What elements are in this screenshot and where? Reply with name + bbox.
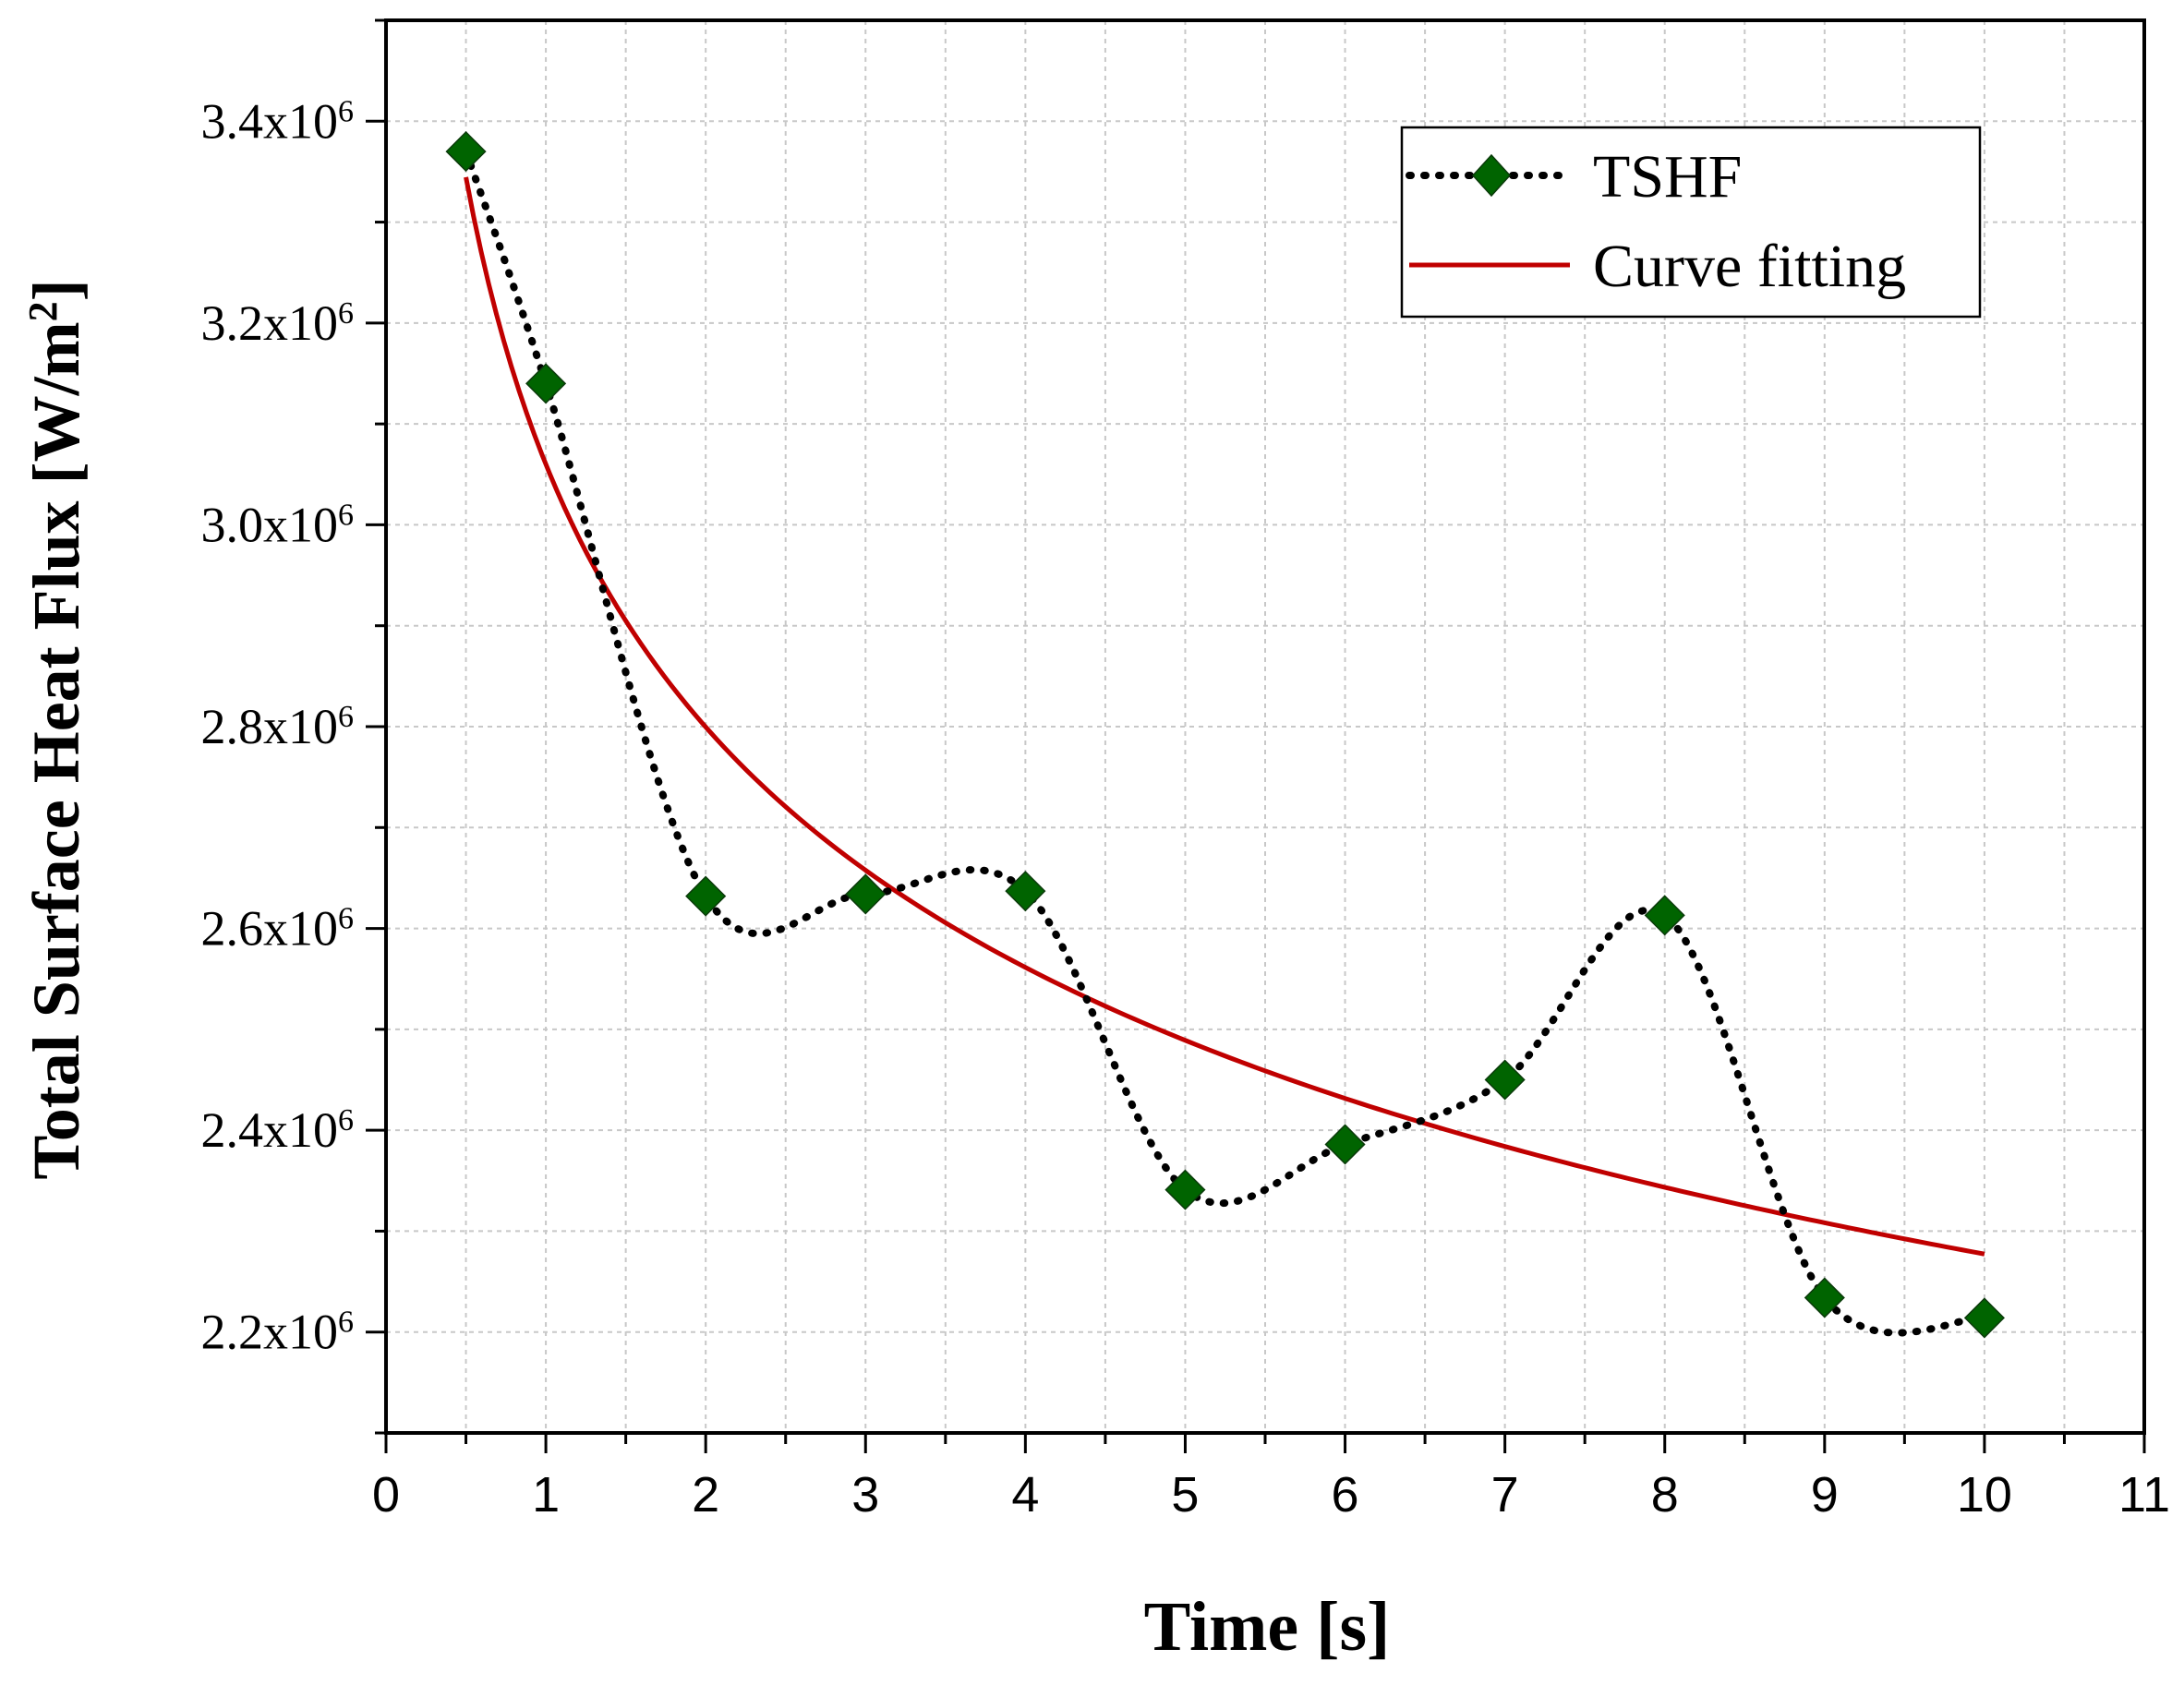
x-tick-label: 8 (1651, 1467, 1679, 1523)
tshf-data-point (1644, 895, 1685, 936)
y-axis-title-main: Total Surface Heat Flux [W/m (19, 321, 93, 1179)
y-tick-label: 2.6x106 (201, 901, 355, 957)
y-tick-mantissa: 3.4x10 (201, 93, 339, 149)
x-tick-label: 10 (1957, 1467, 2012, 1523)
y-tick-mantissa: 2.2x10 (201, 1305, 339, 1360)
y-tick-exponent: 6 (338, 1305, 354, 1339)
x-tick-label: 2 (692, 1467, 719, 1523)
legend-box (1400, 126, 1982, 319)
y-tick-exponent: 6 (338, 1103, 354, 1137)
y-tick-label: 2.4x106 (201, 1102, 355, 1158)
x-tick-label: 0 (372, 1467, 400, 1523)
y-axis-title: Total Surface Heat Flux [W/m2] (19, 279, 93, 1179)
tshf-data-point (1804, 1277, 1845, 1318)
y-tick-exponent: 6 (338, 295, 354, 330)
x-tick-label: 11 (2118, 1467, 2170, 1523)
y-tick-exponent: 6 (338, 498, 354, 532)
x-tick-label: 7 (1491, 1467, 1519, 1523)
y-axis-title-end: ] (19, 279, 93, 301)
tshf-data-point (1005, 871, 1046, 912)
tshf-data-point (845, 873, 887, 915)
y-tick-label: 3.2x106 (201, 295, 355, 351)
legend-tshf-label: TSHF (1593, 143, 1742, 211)
x-tick-label: 5 (1171, 1467, 1199, 1523)
y-tick-mantissa: 2.6x10 (201, 901, 339, 957)
x-tick-label: 6 (1332, 1467, 1359, 1523)
x-tick-label: 4 (1011, 1467, 1039, 1523)
tshf-data-point (1164, 1169, 1206, 1210)
tshf-data-point (445, 131, 487, 173)
tshf-data-point (1484, 1059, 1526, 1101)
x-tick-label: 9 (1811, 1467, 1839, 1523)
curve-fitting-series (464, 176, 1985, 1257)
tshf-data-point (685, 875, 727, 917)
y-tick-label: 3.0x106 (201, 497, 355, 552)
tshf-data-point (525, 363, 567, 404)
y-tick-label: 2.8x106 (201, 699, 355, 754)
x-tick-label: 1 (532, 1467, 560, 1523)
y-tick-exponent: 6 (338, 901, 354, 935)
legend-tshf-marker (1471, 153, 1512, 198)
y-tick-mantissa: 3.0x10 (201, 497, 339, 552)
tshf-data-point (1324, 1124, 1366, 1165)
tshf-data-point (1963, 1297, 2005, 1339)
x-axis-title: Time [s] (1144, 1588, 1391, 1666)
y-axis-title-sup: 2 (20, 301, 66, 321)
x-axis-ticks: 0 1 2 3 4 5 6 7 8 9 10 11 (372, 1433, 2170, 1523)
x-tick-label: 3 (851, 1467, 879, 1523)
tshf-series (445, 131, 2005, 1339)
y-tick-mantissa: 3.2x10 (201, 295, 339, 351)
legend: TSHF Curve fitting (1400, 126, 1982, 319)
y-tick-exponent: 6 (338, 94, 354, 128)
curve-fitting-line (464, 176, 1985, 1257)
y-tick-exponent: 6 (338, 700, 354, 734)
y-axis-ticks: 2.2x1062.4x1062.6x1062.8x1063.0x1063.2x1… (201, 18, 386, 1435)
y-tick-label: 2.2x106 (201, 1305, 355, 1360)
legend-fit-label: Curve fitting (1593, 233, 1906, 300)
y-tick-label: 3.4x106 (201, 93, 355, 149)
y-tick-mantissa: 2.4x10 (201, 1102, 339, 1158)
tshf-dotted-line (462, 148, 1988, 1337)
y-tick-mantissa: 2.8x10 (201, 699, 339, 754)
